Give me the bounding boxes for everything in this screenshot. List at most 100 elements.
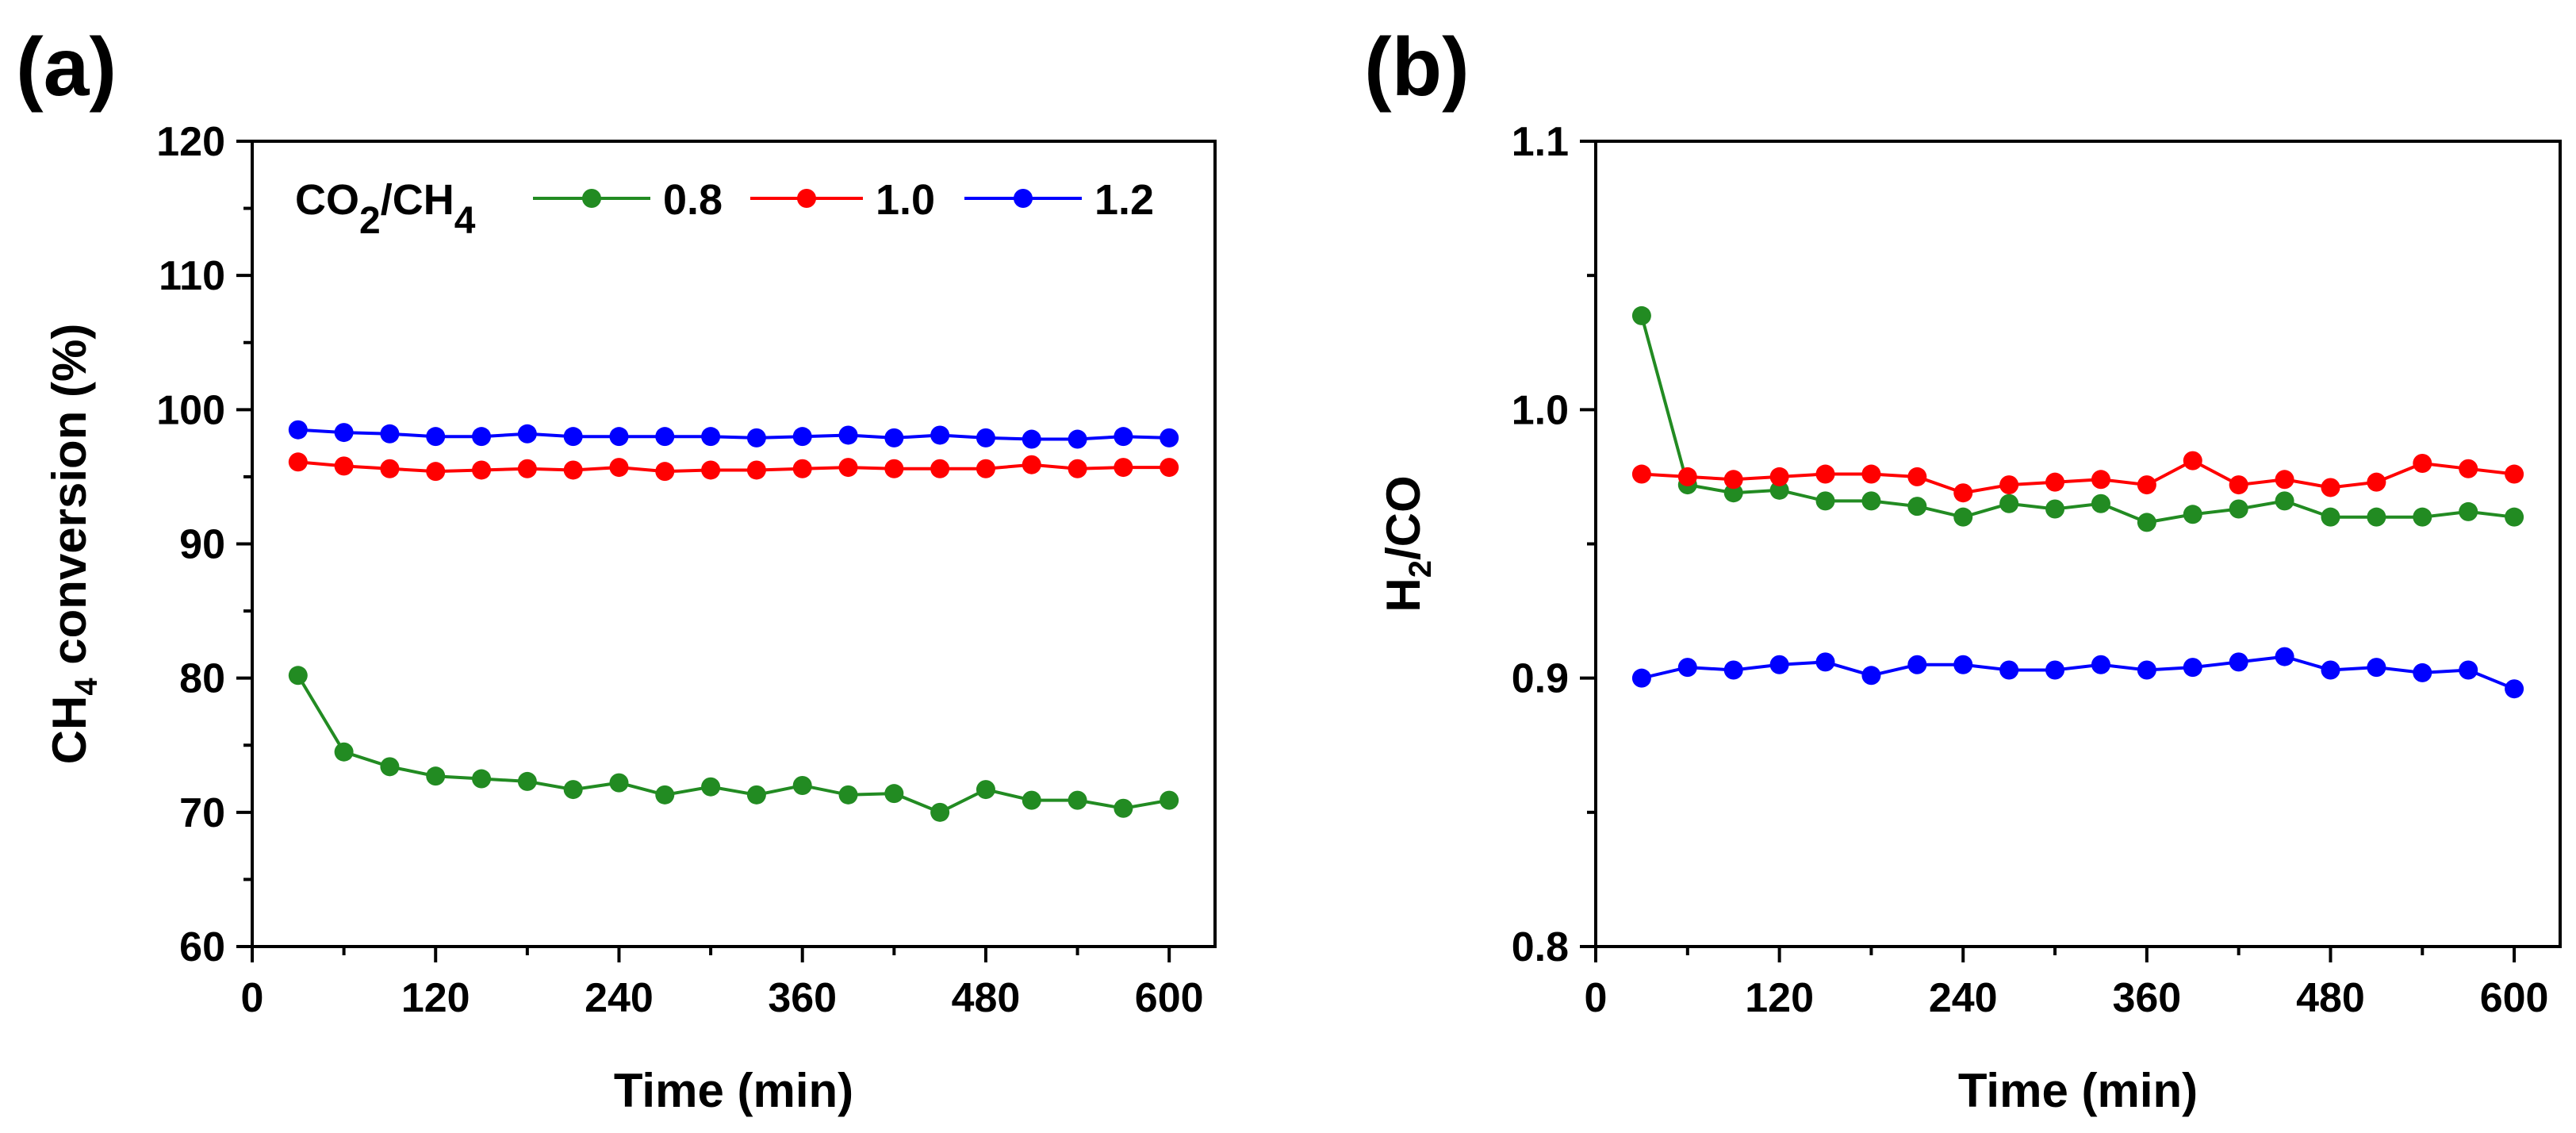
x-axis-title: Time (min) (614, 1064, 853, 1117)
y-tick-label: 0.8 (1512, 924, 1569, 970)
x-tick-label: 600 (2480, 975, 2549, 1021)
data-point (2183, 658, 2202, 678)
data-point (2183, 505, 2202, 524)
data-point (2367, 472, 2386, 492)
legend-title: CO2/CH4 (295, 176, 476, 242)
data-point (426, 427, 446, 447)
data-point (2275, 470, 2294, 490)
plot-frame (251, 140, 1217, 948)
y-tick-label: 100 (156, 387, 225, 433)
data-point (1723, 660, 1743, 680)
data-point (1815, 652, 1835, 672)
data-point (1861, 464, 1881, 484)
data-point (472, 427, 492, 447)
data-point (1022, 455, 1041, 474)
data-point (1907, 497, 1927, 517)
data-point (2275, 491, 2294, 511)
legend-label: 0.8 (663, 176, 723, 224)
data-point (1631, 464, 1651, 484)
data-point (1953, 507, 1973, 527)
data-point (1114, 427, 1133, 447)
data-point (380, 424, 400, 444)
data-point (884, 784, 904, 804)
data-point (746, 785, 766, 805)
y-tick-label: 1.1 (1512, 119, 1569, 165)
data-point (1022, 429, 1041, 449)
data-point (792, 427, 812, 447)
x-tick-label: 240 (585, 975, 654, 1021)
series-1.0 (288, 452, 1179, 482)
data-point (2413, 507, 2432, 527)
data-point (1769, 467, 1789, 486)
legend-marker (797, 189, 816, 208)
data-point (288, 452, 308, 472)
x-axis-title: Time (min) (1958, 1064, 2198, 1117)
x-tick-label: 120 (401, 975, 470, 1021)
data-point (2413, 454, 2432, 473)
data-point (2321, 660, 2340, 680)
data-point (1861, 491, 1881, 511)
data-point (655, 427, 675, 447)
data-point (701, 460, 721, 480)
data-point (1631, 668, 1651, 688)
data-point (563, 427, 583, 447)
series-1.0 (1631, 451, 2524, 503)
data-point (1723, 483, 1743, 503)
panel-a: (a) 0 120 240 360 480 600 60 70 80 90 100 110 120 Time… (16, 21, 1217, 1117)
data-point (1114, 798, 1133, 818)
data-point (976, 780, 995, 800)
x-tick-label: 360 (768, 975, 837, 1021)
data-point (2045, 499, 2065, 519)
data-point (746, 460, 766, 480)
data-point (838, 785, 858, 805)
data-point (2137, 475, 2156, 495)
x-tick-label: 0 (1585, 975, 1608, 1021)
data-point (838, 458, 858, 478)
data-point (746, 428, 766, 447)
data-point (976, 459, 995, 478)
plot-frame (1594, 140, 2562, 948)
y-axis-title: H2/CO (1377, 475, 1438, 612)
data-point (884, 428, 904, 447)
data-point (2229, 475, 2248, 495)
series-0.8 (288, 666, 1179, 822)
x-tick-label: 120 (1745, 975, 1814, 1021)
data-point (2321, 507, 2340, 527)
data-point (1160, 790, 1179, 810)
legend-label: 1.0 (876, 176, 935, 224)
y-axis-title-main: CH (43, 696, 96, 765)
data-point (1068, 459, 1087, 478)
x-tick-label: 0 (241, 975, 264, 1021)
data-point (930, 459, 950, 478)
data-point (930, 425, 950, 445)
data-point (563, 780, 583, 800)
y-axis-title-subscript: 4 (69, 678, 104, 696)
data-point (1068, 429, 1087, 449)
legend-marker (582, 189, 601, 208)
data-point (288, 420, 308, 440)
data-point (1769, 480, 1789, 500)
data-point (426, 462, 446, 482)
data-point (2229, 652, 2248, 672)
data-point (2091, 470, 2110, 490)
data-point (2459, 660, 2478, 680)
data-point (517, 459, 537, 478)
data-point (792, 459, 812, 478)
legend-item-0.8: 0.8 (533, 176, 723, 224)
data-point (1953, 483, 1973, 503)
x-tick-label: 480 (952, 975, 1021, 1021)
data-point (2045, 660, 2065, 680)
legend-marker (1014, 189, 1033, 208)
data-point (1677, 658, 1697, 678)
y-axis-title-main: H (1377, 578, 1430, 612)
data-point (380, 757, 400, 777)
data-point (1677, 467, 1697, 486)
y-tick-label: 80 (179, 656, 225, 702)
data-point (288, 666, 308, 686)
data-point (1907, 467, 1927, 486)
data-point (2505, 679, 2524, 699)
data-point (426, 766, 446, 786)
data-point (1999, 660, 2019, 680)
data-point (2045, 472, 2065, 492)
data-point (472, 769, 492, 789)
